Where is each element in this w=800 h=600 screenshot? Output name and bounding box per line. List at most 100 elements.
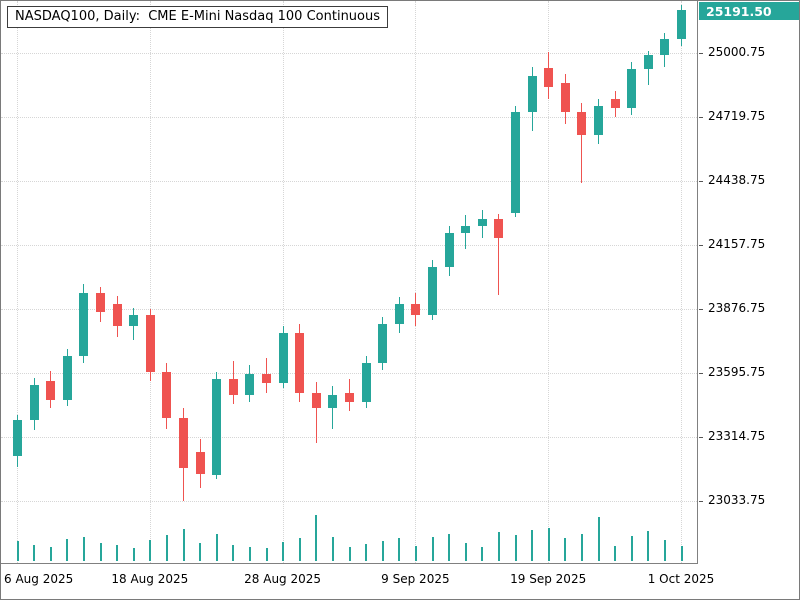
- price-axis-label: 24157.75: [708, 236, 766, 251]
- candle-body: [577, 112, 587, 136]
- candle-body: [13, 419, 22, 457]
- volume-bar: [149, 540, 152, 561]
- candle-body: [461, 226, 471, 234]
- volume-bar: [199, 543, 202, 561]
- candle-body: [278, 333, 288, 384]
- volume-bar: [49, 547, 52, 561]
- last-price-tag: 25191.50: [699, 2, 799, 20]
- candle-body: [643, 55, 653, 70]
- volume-bar: [580, 534, 583, 561]
- v-gridline: [415, 1, 417, 563]
- v-gridline: [548, 1, 550, 563]
- h-gridline: [1, 244, 697, 246]
- volume-bar: [497, 532, 500, 561]
- volume-bar: [564, 538, 567, 561]
- candle-body: [378, 324, 388, 363]
- volume-bar: [398, 538, 401, 561]
- candle-body: [262, 374, 271, 384]
- price-axis-label: 24719.75: [708, 108, 766, 123]
- volume-bar: [265, 548, 268, 561]
- h-gridline: [1, 116, 697, 118]
- chart-title: NASDAQ100, Daily: CME E-Mini Nasdaq 100 …: [7, 6, 389, 28]
- candle-body: [245, 374, 255, 395]
- candle-body: [195, 451, 205, 475]
- volume-bar: [33, 545, 36, 561]
- volume-bar: [16, 541, 19, 561]
- candle-body: [96, 293, 105, 312]
- date-axis[interactable]: 6 Aug 2025 18 Aug 2025 28 Aug 2025 9 Sep 20…: [1, 565, 799, 599]
- volume-bar: [614, 546, 617, 561]
- price-axis-tick: [699, 436, 703, 438]
- candle-body: [544, 67, 554, 88]
- candle-body: [361, 362, 371, 402]
- volume-bar: [331, 537, 334, 561]
- price-axis-label: 23314.75: [708, 428, 766, 443]
- volume-bar: [381, 541, 384, 561]
- price-axis-label: 23876.75: [708, 300, 766, 315]
- date-axis-label: 19 Sep 2025: [510, 572, 587, 586]
- volume-bar: [165, 535, 168, 561]
- volume-bar: [365, 544, 368, 561]
- candle-body: [145, 315, 155, 373]
- candle-body: [62, 356, 72, 401]
- volume-bar: [99, 543, 102, 561]
- candle-body: [129, 315, 139, 327]
- volume-bar: [132, 548, 135, 561]
- v-gridline: [681, 1, 682, 563]
- h-gridline: [1, 500, 697, 502]
- volume-bar: [547, 528, 550, 561]
- volume-bar: [647, 531, 650, 561]
- candle-wick: [498, 213, 500, 295]
- candle-body: [610, 98, 620, 108]
- date-axis-label: 6 Aug 2025: [4, 572, 74, 586]
- candle-body: [228, 378, 238, 395]
- candle-body: [162, 372, 172, 418]
- v-gridline: [17, 1, 18, 563]
- v-gridline: [282, 1, 284, 563]
- h-gridline: [1, 308, 697, 310]
- candle-body: [444, 233, 454, 268]
- h-gridline: [1, 372, 697, 374]
- volume-bar: [481, 547, 484, 561]
- candle-body: [112, 303, 122, 327]
- price-axis-label: 25000.75: [708, 44, 766, 59]
- price-axis[interactable]: 25191.50 25000.75 24719.75 24438.75 24157.7…: [699, 1, 799, 564]
- candlestick-plot-area[interactable]: [1, 1, 698, 564]
- candle-body: [328, 394, 338, 409]
- date-axis-label: 18 Aug 2025: [111, 572, 189, 586]
- volume-bar: [248, 547, 251, 561]
- candle-body: [29, 384, 39, 420]
- volume-bar: [414, 546, 417, 561]
- volume-bar: [232, 545, 235, 561]
- volume-bar: [431, 537, 434, 561]
- volume-bar: [630, 536, 633, 561]
- h-gridline: [1, 180, 697, 182]
- candle-body: [394, 303, 404, 325]
- h-gridline: [1, 436, 697, 438]
- price-axis-label: 23595.75: [708, 364, 766, 379]
- volume-bar: [680, 546, 683, 561]
- price-axis-tick: [699, 372, 703, 374]
- price-axis-tick: [699, 244, 703, 246]
- volume-bar: [66, 539, 69, 561]
- volume-bar: [215, 534, 218, 561]
- price-axis-tick: [699, 500, 703, 502]
- candle-body: [79, 293, 89, 357]
- candle-wick: [581, 103, 583, 183]
- price-axis-label: 23033.75: [708, 492, 766, 507]
- candle-body: [212, 378, 222, 475]
- candle-body: [677, 9, 686, 40]
- candle-body: [345, 392, 354, 402]
- volume-bar: [531, 530, 534, 561]
- volume-bar: [282, 542, 285, 561]
- date-axis-label: 9 Sep 2025: [381, 572, 450, 586]
- volume-bar: [315, 515, 318, 561]
- volume-bar: [348, 547, 351, 561]
- h-gridline: [1, 52, 697, 54]
- candle-body: [560, 82, 570, 113]
- candle-wick: [315, 382, 317, 443]
- candle-body: [179, 417, 188, 468]
- volume-bar: [116, 545, 119, 561]
- candle-body: [511, 112, 520, 213]
